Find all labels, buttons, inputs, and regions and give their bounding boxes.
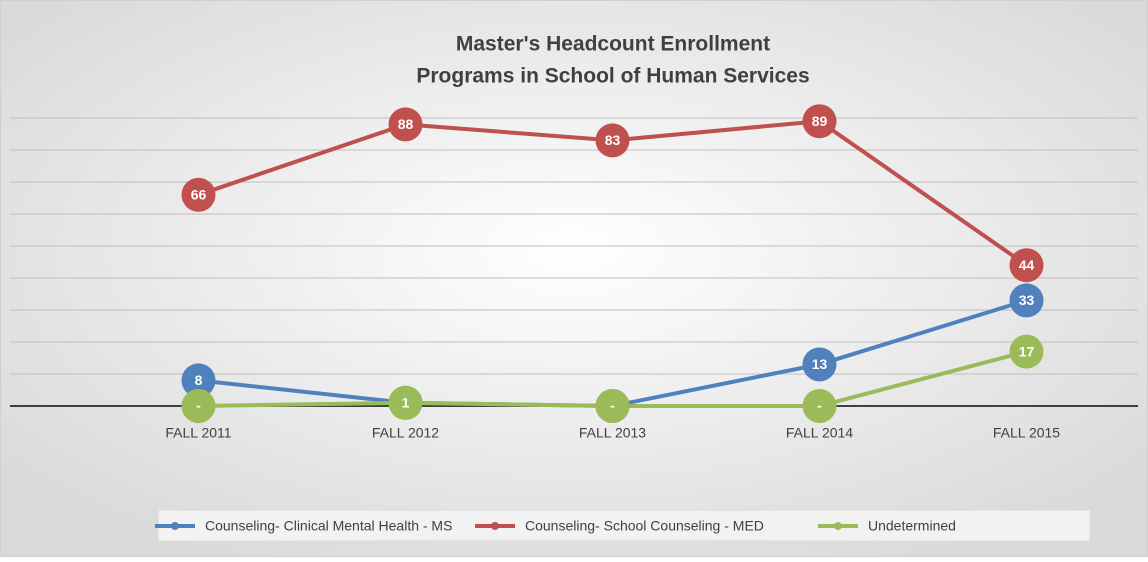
data-label: 88	[398, 116, 414, 132]
data-label: 17	[1019, 343, 1035, 359]
chart-subtitle: Programs in School of Human Services	[416, 65, 809, 88]
data-point	[595, 123, 630, 158]
data-point	[181, 363, 216, 398]
x-tick-label: FALL 2011	[165, 425, 231, 441]
data-point	[1009, 283, 1044, 318]
data-point	[388, 385, 423, 420]
data-point	[802, 389, 837, 423]
data-label: 89	[812, 113, 828, 129]
data-label: 44	[1019, 257, 1035, 273]
legend-label: Counseling- Clinical Mental Health - MS	[205, 518, 452, 534]
data-point	[1009, 334, 1044, 369]
data-label: -	[817, 398, 822, 414]
data-point	[181, 177, 216, 212]
x-tick-label: FALL 2014	[786, 425, 853, 441]
data-point	[1009, 248, 1044, 283]
data-point	[181, 389, 216, 423]
x-tick-label: FALL 2012	[372, 425, 439, 441]
legend-marker	[171, 522, 179, 530]
x-tick-label: FALL 2013	[579, 425, 646, 441]
legend-box	[157, 509, 1091, 542]
data-label: 66	[191, 187, 207, 203]
data-label: 33	[1019, 292, 1035, 308]
data-label: 8	[195, 372, 203, 388]
data-label: -	[196, 398, 201, 414]
legend-marker	[834, 522, 842, 530]
data-label: 1	[402, 395, 410, 411]
data-label: 13	[812, 356, 828, 372]
chart-title: Master's Headcount Enrollment	[456, 33, 770, 56]
x-tick-label: FALL 2015	[993, 425, 1060, 441]
data-label: -	[610, 398, 615, 414]
data-point	[802, 347, 837, 382]
data-point	[388, 107, 423, 142]
legend-label: Counseling- School Counseling - MED	[525, 518, 764, 534]
legend-marker	[491, 522, 499, 530]
legend-label: Undetermined	[868, 518, 956, 534]
data-point	[595, 389, 630, 423]
data-label: 83	[605, 132, 621, 148]
data-point	[802, 104, 837, 139]
